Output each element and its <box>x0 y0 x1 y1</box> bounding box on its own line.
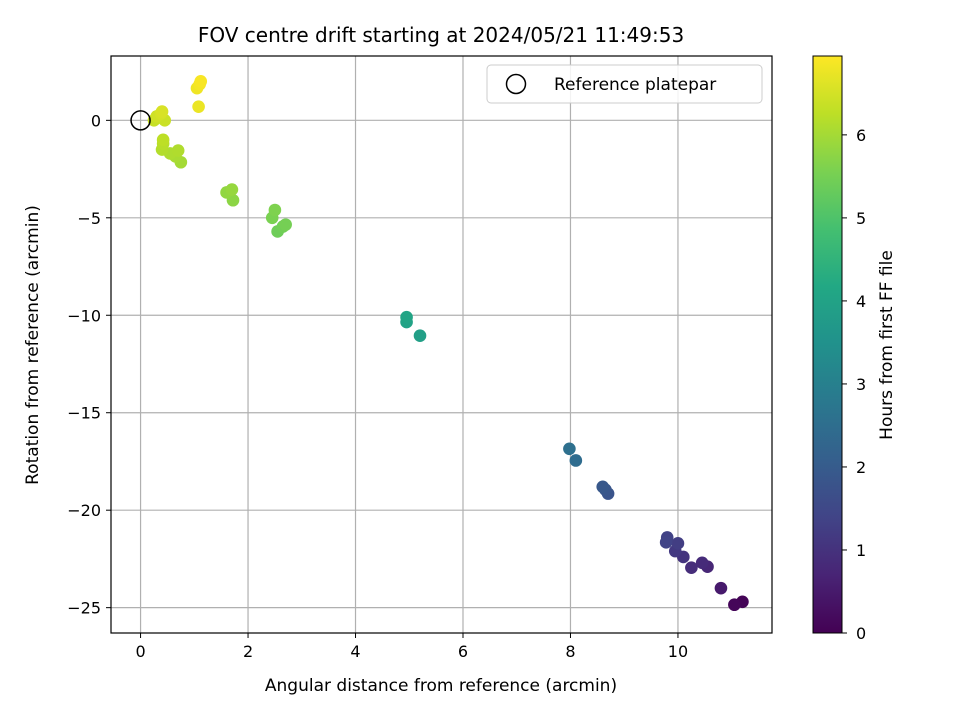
x-tick-label: 2 <box>243 642 253 661</box>
y-axis-ticks: 0 −5 −10 −15 −20 −25 <box>67 111 111 618</box>
data-point <box>194 75 208 88</box>
x-tick-label: 6 <box>458 642 468 661</box>
data-point <box>685 561 698 574</box>
data-point <box>156 133 170 147</box>
x-axis-label: Angular distance from reference (arcmin) <box>265 676 617 696</box>
colorbar-tick-label: 0 <box>856 624 866 643</box>
data-point <box>268 203 282 217</box>
plot-frame <box>110 55 773 634</box>
colorbar-tick-label: 1 <box>856 541 866 560</box>
data-point <box>728 598 741 612</box>
data-point <box>413 329 427 343</box>
data-point <box>596 480 610 494</box>
reference-platepar-marker <box>130 110 151 131</box>
data-point <box>279 218 292 231</box>
grid <box>111 56 772 633</box>
data-point <box>155 105 169 118</box>
colorbar-tick-label: 2 <box>856 458 866 477</box>
y-axis-label: Rotation from reference (arcmin) <box>23 205 43 485</box>
y-tick-label: 0 <box>91 111 101 130</box>
x-tick-label: 0 <box>135 642 145 661</box>
data-point <box>695 556 709 570</box>
y-tick-label: −25 <box>67 599 101 618</box>
colorbar-tick-label: 6 <box>856 126 866 145</box>
colorbar-label: Hours from first FF file <box>877 250 897 440</box>
colorbar-gradient <box>812 55 843 634</box>
data-point <box>671 537 685 550</box>
data-point <box>192 100 205 113</box>
y-tick-label: −20 <box>67 501 101 520</box>
y-tick-label: −5 <box>77 209 101 228</box>
colorbar-tick-label: 5 <box>856 209 866 228</box>
x-tick-label: 8 <box>565 642 575 661</box>
data-point <box>569 454 583 467</box>
legend: Reference platepar <box>486 64 763 104</box>
data-points <box>147 75 749 612</box>
x-axis-ticks: 0 2 4 6 8 10 <box>135 633 688 661</box>
legend-open-circle-marker <box>505 73 527 95</box>
data-point <box>225 183 239 196</box>
y-tick-label: −15 <box>67 404 101 423</box>
legend-label: Reference platepar <box>554 75 716 95</box>
legend-box <box>486 64 763 104</box>
data-point <box>171 144 185 157</box>
colorbar-ticks: 0 1 2 3 4 5 6 <box>842 126 866 643</box>
data-point <box>563 442 576 456</box>
data-point <box>714 581 728 595</box>
colorbar: 0 1 2 3 4 5 6 Hours from first FF file <box>812 55 897 643</box>
chart-title: FOV centre drift starting at 2024/05/21 … <box>198 23 684 47</box>
colorbar-tick-label: 3 <box>856 375 866 394</box>
data-point <box>400 310 413 324</box>
x-tick-label: 10 <box>668 642 688 661</box>
y-tick-label: −10 <box>67 306 101 325</box>
reference-platepar-layer <box>130 110 151 131</box>
x-tick-label: 4 <box>350 642 360 661</box>
data-point <box>659 536 673 549</box>
colorbar-tick-label: 4 <box>856 292 866 311</box>
